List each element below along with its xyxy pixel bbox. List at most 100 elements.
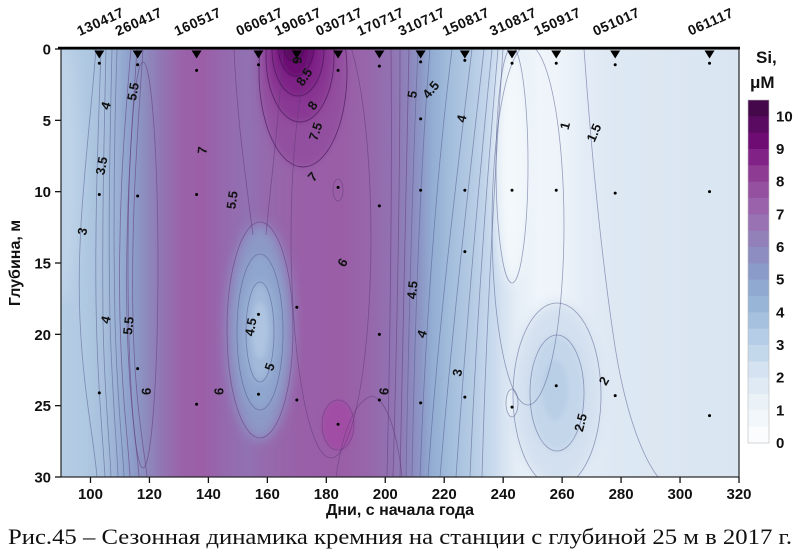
date-marker-icon — [610, 50, 621, 59]
contour-label: 2.5 — [571, 412, 590, 433]
colorbar-tick-label: 0 — [776, 435, 784, 452]
contour-ring — [236, 253, 284, 411]
contour-line — [481, 49, 504, 477]
contour-ring — [283, 49, 305, 62]
contour-field — [61, 49, 739, 477]
date-label: 150917 — [531, 4, 583, 39]
sample-point-dot — [554, 384, 558, 388]
colorbar-cell — [748, 426, 769, 444]
date-marker-icon — [132, 50, 143, 59]
colorbar-cell — [748, 312, 769, 330]
contour-line — [78, 49, 98, 477]
y-axis-ticks: 0 5 10 15 20 25 30 — [34, 42, 61, 487]
contour-line — [113, 49, 125, 477]
colorbar-title-si: Si, — [756, 48, 777, 67]
sample-point-dot — [419, 188, 423, 192]
contour-line — [108, 49, 119, 477]
colorbar-cell — [748, 230, 769, 248]
contour-ring — [258, 49, 348, 168]
contour-label: 3.5 — [93, 156, 111, 176]
sample-point-dot — [195, 68, 199, 72]
colorbar-cell — [748, 247, 769, 264]
colorbar-cell — [748, 116, 769, 134]
date-label: 170717 — [354, 4, 406, 39]
colorbar-tick-label: 9 — [776, 141, 784, 158]
contour-label: 5.5 — [124, 81, 142, 101]
sample-point-dot — [136, 367, 140, 371]
sample-point-dot — [295, 60, 299, 64]
contour-label: 9 — [290, 56, 305, 64]
sample-point-dot — [377, 332, 381, 336]
contour-ring — [245, 281, 275, 383]
contour-line — [405, 49, 419, 477]
contour-line — [335, 395, 403, 477]
colorbar-tick-label: 5 — [776, 272, 784, 289]
contour-label: 4.5 — [242, 317, 260, 337]
contour-line — [386, 49, 392, 477]
sample-point-dot — [195, 193, 199, 197]
x-tick-label: 240 — [491, 486, 516, 503]
sample-point-dot — [377, 64, 381, 68]
sample-point-dot — [419, 117, 423, 121]
contour-line — [439, 49, 485, 477]
sample-point-dot — [463, 58, 467, 62]
contour-label: 4 — [98, 314, 114, 325]
y-tick-label: 0 — [43, 42, 51, 59]
contour-label: 5 — [261, 361, 278, 373]
x-tick-label: 100 — [78, 486, 103, 503]
sample-point-dot — [336, 68, 340, 72]
sample-point-dot — [708, 414, 712, 418]
contour-line — [455, 49, 493, 477]
colorbar-tick-label: 7 — [776, 206, 784, 223]
contour-line — [392, 49, 401, 477]
colorbar-tick-label: 2 — [776, 370, 784, 387]
contour-ring — [529, 334, 585, 452]
colorbar-cell — [748, 100, 769, 117]
x-axis-ticks: 100 120 140 160 180 200 220 240 260 280 300 320 — [78, 477, 752, 503]
sample-point-dot — [97, 193, 101, 197]
colorbar-cell — [748, 263, 769, 281]
colorbar-cell — [748, 279, 769, 297]
colorbar-cell — [748, 361, 769, 379]
contour-label: 6 — [211, 387, 226, 395]
y-tick-label: 10 — [34, 184, 51, 201]
contour-line — [583, 49, 659, 477]
date-marker-icon — [291, 50, 302, 59]
contour-line — [233, 49, 254, 236]
contour-ring — [332, 178, 344, 202]
contour-ring — [226, 221, 294, 439]
contour-lines — [78, 49, 659, 477]
date-label: 310817 — [487, 4, 539, 39]
x-tick-label: 220 — [432, 486, 457, 503]
sample-point-dot — [510, 61, 514, 65]
sample-point-dot — [257, 392, 261, 396]
contour-line — [469, 49, 499, 477]
colorbar-cell — [748, 181, 769, 199]
contour-label: 5.5 — [120, 316, 137, 336]
minimum-white-lens — [496, 49, 528, 283]
plot-frame — [58, 46, 740, 478]
x-tick-label: 180 — [314, 486, 339, 503]
contour-label: 3 — [449, 368, 465, 378]
contour-ring — [495, 49, 529, 284]
sample-point-dot — [463, 250, 467, 254]
x-tick-label: 260 — [550, 486, 575, 503]
x-tick-label: 120 — [137, 486, 162, 503]
date-marker-icon — [253, 50, 264, 59]
contour-ring — [127, 61, 159, 469]
x-tick-label: 300 — [668, 486, 693, 503]
sample-point-dot — [463, 188, 467, 192]
date-marker-icon — [507, 50, 518, 59]
x-tick-label: 320 — [726, 486, 751, 503]
sample-point-dot — [510, 188, 514, 192]
x-tick-label: 200 — [373, 486, 398, 503]
sample-point-dot — [708, 61, 712, 65]
colorbar-cell — [748, 377, 769, 395]
contour-label: 6 — [376, 387, 392, 396]
date-marker-icon — [191, 50, 202, 59]
contour-label: 7 — [194, 146, 210, 155]
sample-point-dot — [336, 422, 340, 426]
date-marker-icon — [94, 50, 105, 59]
